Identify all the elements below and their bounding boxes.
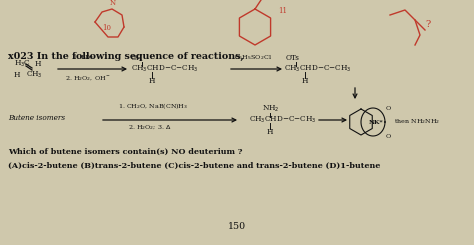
Text: CH$_3$CHD$-$C$-$CH$_3$: CH$_3$CHD$-$C$-$CH$_3$ [249,115,317,125]
Text: CH$_3$: CH$_3$ [26,70,43,80]
Text: N: N [110,0,116,7]
Text: H: H [149,77,155,85]
Text: Which of butene isomers contain(s) NO deuterium ?: Which of butene isomers contain(s) NO de… [8,148,243,156]
Text: OH: OH [131,54,143,62]
Text: H: H [35,60,42,68]
Text: OTs: OTs [286,54,300,62]
Text: H$_3$C: H$_3$C [14,59,31,69]
Text: O: O [386,134,391,138]
Text: x023 In the following sequence of reactions,: x023 In the following sequence of reacti… [8,52,244,61]
Text: 2. H$_2$O$_2$; 3. $\Delta$: 2. H$_2$O$_2$; 3. $\Delta$ [128,123,172,132]
Text: 1. BD$_3$: 1. BD$_3$ [72,53,94,62]
Text: CH$_3$CHD$-$C$-$CH$_3$: CH$_3$CHD$-$C$-$CH$_3$ [131,64,199,74]
Text: NH$_2$: NH$_2$ [262,104,279,114]
Text: C$_6$H$_5$SO$_2$Cl: C$_6$H$_5$SO$_2$Cl [234,53,272,62]
Text: Butene isomers: Butene isomers [8,114,65,122]
Text: then NH$_2$NH$_2$: then NH$_2$NH$_2$ [394,118,440,126]
Text: (A)cis-2-butene (B)trans-2-butene (C)cis-2-butene and trans-2-butene (D)1-butene: (A)cis-2-butene (B)trans-2-butene (C)cis… [8,162,380,170]
Text: 11: 11 [279,7,288,15]
Text: 2. H$_2$O$_2$, OH$^-$: 2. H$_2$O$_2$, OH$^-$ [65,74,111,83]
Text: H: H [302,77,309,85]
Text: O: O [386,106,391,110]
Text: NK*: NK* [369,120,383,124]
Text: ?: ? [425,20,430,29]
Text: 1. CH$_2$O, NaB(CN)H$_3$: 1. CH$_2$O, NaB(CN)H$_3$ [118,101,188,111]
Text: H: H [14,71,20,79]
Text: 150: 150 [228,222,246,231]
Text: CH$_3$CHD$-$C$-$CH$_3$: CH$_3$CHD$-$C$-$CH$_3$ [284,64,351,74]
Text: H: H [267,128,273,136]
Text: 10: 10 [102,24,111,32]
